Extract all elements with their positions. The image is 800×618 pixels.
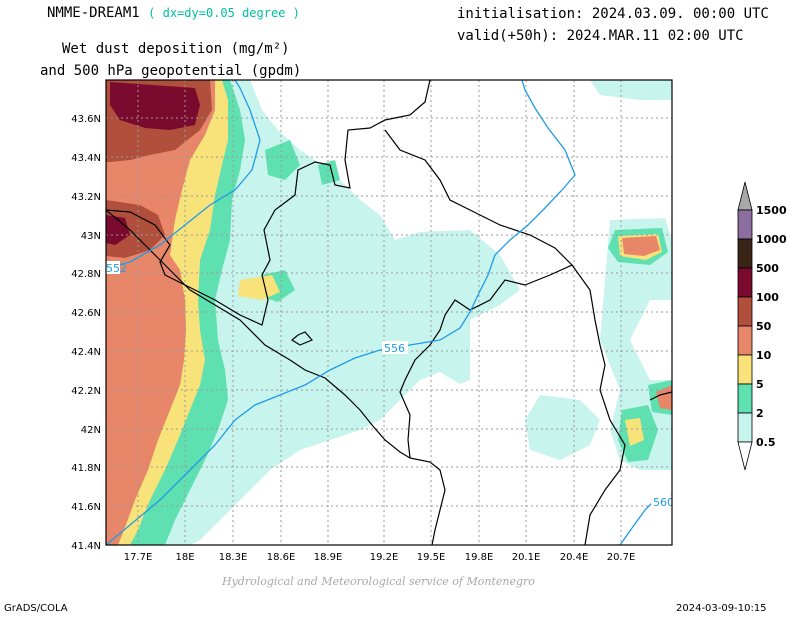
- lon-label: 20.4E: [560, 552, 589, 563]
- lon-label: 18.9E: [314, 552, 343, 563]
- lon-label: 20.7E: [607, 552, 636, 563]
- colorbar-level-label: 2: [756, 407, 764, 420]
- map-title-line1: Wet dust deposition (mg/m²): [62, 41, 290, 57]
- colorbar: 1500 1000 500 100 50 10 5 2 0.5: [737, 181, 787, 471]
- lat-label: 41.4N: [71, 541, 101, 552]
- lat-label: 43N: [81, 231, 101, 242]
- model-label: NMME-DREAM1: [47, 5, 140, 21]
- lat-label: 43.4N: [71, 153, 101, 164]
- colorbar-level-label: 500: [756, 262, 779, 275]
- colorbar-swatch: [737, 209, 753, 240]
- footer-timestamp: 2024-03-09-10:15: [676, 603, 767, 614]
- map-frame: [105, 79, 673, 546]
- contour-label-552: 552: [106, 262, 127, 275]
- colorbar-swatch: [737, 296, 753, 327]
- colorbar-top-arrow: [737, 181, 753, 211]
- lon-label: 18.6E: [267, 552, 296, 563]
- colorbar-level-label: 1000: [756, 233, 787, 246]
- colorbar-level-label: 100: [756, 291, 779, 304]
- colorbar-level-label: 10: [756, 349, 772, 362]
- lat-label: 43.2N: [71, 192, 101, 203]
- lat-label: 42.6N: [71, 308, 101, 319]
- lon-label: 17.7E: [124, 552, 153, 563]
- colorbar-level-label: 1500: [756, 204, 787, 217]
- lat-label: 42.8N: [71, 269, 101, 280]
- resolution-label: ( dx=dy=0.05 degree ): [148, 6, 300, 20]
- colorbar-bottom-arrow: [737, 441, 753, 471]
- lat-label: 43.6N: [71, 114, 101, 125]
- valid-time: valid(+50h): 2024.MAR.11 02:00 UTC: [457, 28, 744, 44]
- map-panel: 552 556 560: [106, 80, 674, 545]
- colorbar-level-label: 0.5: [756, 436, 776, 449]
- footer-left: GrADS/COLA: [4, 603, 68, 614]
- lon-label: 20.1E: [512, 552, 541, 563]
- lon-label: 19.5E: [417, 552, 446, 563]
- lat-label: 41.8N: [71, 463, 101, 474]
- lat-label: 41.6N: [71, 502, 101, 513]
- latitude-labels: 43.6N 43.4N 43.2N 43N 42.8N 42.6N 42.4N …: [71, 114, 101, 552]
- lat-label: 42.2N: [71, 386, 101, 397]
- colorbar-swatch: [737, 325, 753, 356]
- lat-label: 42N: [81, 425, 101, 436]
- contour-labels: 552 556 560: [106, 261, 674, 509]
- colorbar-swatch: [737, 412, 753, 443]
- lon-label: 18.3E: [219, 552, 248, 563]
- colorbar-swatch: [737, 354, 753, 385]
- colorbar-level-label: 5: [756, 378, 764, 391]
- contour-label-556: 556: [384, 342, 405, 355]
- colorbar-swatch: [737, 238, 753, 269]
- borders-coastline: [106, 80, 672, 545]
- lon-label: 19.2E: [370, 552, 399, 563]
- lat-label: 42.4N: [71, 347, 101, 358]
- init-time: initialisation: 2024.03.09. 00:00 UTC: [457, 6, 769, 22]
- lon-label: 19.8E: [465, 552, 494, 563]
- colorbar-level-label: 50: [756, 320, 772, 333]
- colorbar-swatch: [737, 383, 753, 414]
- longitude-labels: 17.7E 18E 18.3E 18.6E 18.9E 19.2E 19.5E …: [124, 552, 636, 563]
- model-name: NMME-DREAM1 ( dx=dy=0.05 degree ): [47, 5, 300, 21]
- lon-label: 18E: [175, 552, 194, 563]
- credit-text: Hydrological and Meteorological service …: [222, 575, 535, 588]
- contour-label-560: 560: [653, 496, 674, 509]
- map-title-line2: and 500 hPa geopotential (gpdm): [40, 63, 302, 79]
- colorbar-swatch: [737, 267, 753, 298]
